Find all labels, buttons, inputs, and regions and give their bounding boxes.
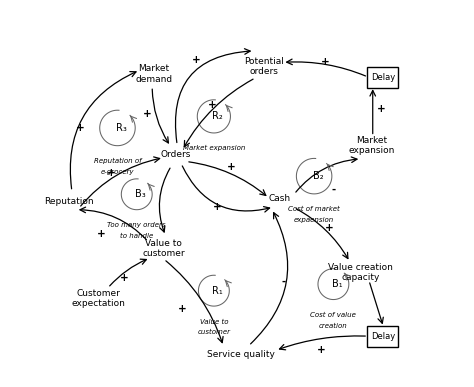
- Text: +: +: [97, 229, 106, 239]
- Text: customer: customer: [197, 329, 230, 335]
- Text: Cash: Cash: [268, 194, 291, 203]
- Text: Delay: Delay: [371, 73, 395, 82]
- Text: +: +: [107, 168, 116, 178]
- Text: B₂: B₂: [313, 171, 323, 181]
- Text: B₁: B₁: [332, 279, 343, 289]
- Text: Service quality: Service quality: [207, 350, 275, 359]
- Text: Market
demand: Market demand: [136, 64, 173, 84]
- Text: R₃: R₃: [116, 123, 127, 133]
- Text: +: +: [324, 223, 333, 233]
- FancyBboxPatch shape: [367, 67, 398, 88]
- Text: Too many orders: Too many orders: [108, 222, 166, 228]
- Text: Cost of value: Cost of value: [310, 312, 356, 318]
- Text: +: +: [178, 304, 187, 314]
- Text: -: -: [281, 277, 285, 287]
- Text: B₃: B₃: [135, 189, 146, 199]
- Text: creation: creation: [319, 323, 348, 329]
- Text: Market
expansion: Market expansion: [349, 135, 395, 155]
- Text: +: +: [320, 57, 329, 67]
- Text: +: +: [227, 161, 236, 171]
- Text: Potential
orders: Potential orders: [244, 57, 284, 76]
- Text: +: +: [192, 55, 201, 65]
- Text: +: +: [213, 202, 222, 212]
- Text: R₂: R₂: [212, 111, 223, 122]
- Text: R₁: R₁: [212, 286, 223, 296]
- Text: Market expansion: Market expansion: [182, 146, 245, 151]
- Text: +: +: [119, 273, 128, 283]
- Text: Delay: Delay: [371, 332, 395, 341]
- Text: -: -: [331, 185, 336, 195]
- Text: +: +: [317, 345, 326, 354]
- Text: to handle: to handle: [120, 233, 154, 239]
- Text: Reputation of: Reputation of: [94, 158, 141, 164]
- Text: Customer
expectation: Customer expectation: [71, 289, 125, 308]
- Text: +: +: [76, 123, 84, 133]
- Text: Reputation: Reputation: [45, 197, 94, 206]
- Text: +: +: [143, 110, 152, 120]
- Text: Orders: Orders: [160, 151, 191, 159]
- Text: +: +: [377, 104, 386, 115]
- Text: expaension: expaension: [294, 217, 334, 223]
- Text: Value to
customer: Value to customer: [142, 238, 185, 258]
- Text: +: +: [208, 100, 216, 110]
- Text: Cost of market: Cost of market: [288, 206, 340, 212]
- Text: Value to: Value to: [200, 319, 228, 325]
- Text: Value creation
capacity: Value creation capacity: [328, 263, 393, 282]
- Text: e-grocery: e-grocery: [100, 169, 134, 175]
- FancyBboxPatch shape: [367, 326, 398, 347]
